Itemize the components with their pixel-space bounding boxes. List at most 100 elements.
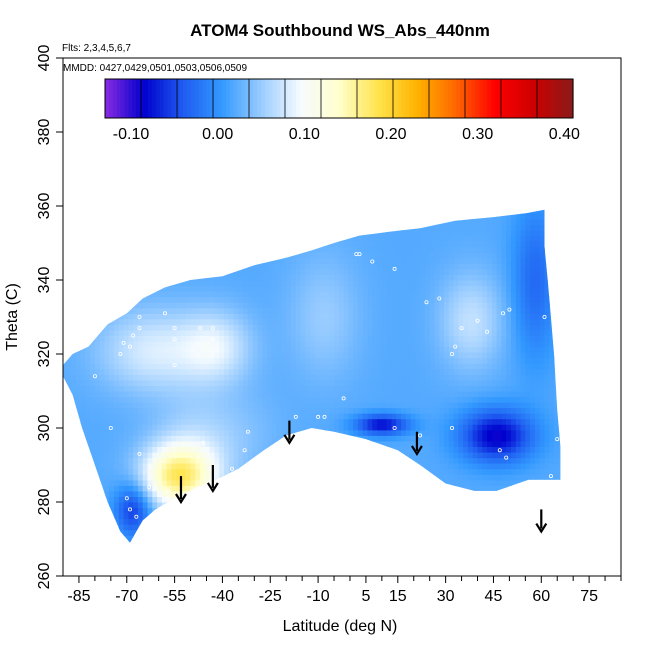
field-cell: [415, 502, 421, 509]
field-cell: [314, 341, 321, 348]
field-cell: [233, 452, 239, 459]
field-cell: [224, 213, 230, 220]
field-cell: [190, 274, 196, 281]
field-cell: [334, 246, 340, 253]
field-cell: [343, 518, 349, 525]
field-cell: [219, 418, 225, 425]
field-cell: [415, 318, 421, 325]
field-cell: [410, 407, 416, 414]
field-cell: [157, 479, 163, 486]
field-cell: [305, 341, 311, 348]
field-cell: [410, 291, 416, 298]
field-cell: [63, 209, 67, 214]
field-cell: [224, 518, 230, 525]
field-cell: [128, 324, 134, 331]
field-cell: [367, 257, 373, 264]
field-cell: [257, 440, 263, 447]
field-cell: [348, 268, 354, 275]
field-cell: [185, 252, 192, 259]
field-cell: [114, 368, 120, 375]
field-cell: [367, 318, 373, 325]
field-cell: [166, 457, 172, 464]
field-cell: [238, 446, 244, 453]
field-cell: [291, 452, 297, 459]
field-cell: [267, 518, 273, 525]
field-cell: [85, 274, 91, 281]
field-cell: [372, 209, 378, 214]
field-cell: [243, 235, 249, 242]
field-cell: [128, 313, 134, 320]
field-cell: [114, 330, 120, 336]
field-cell: [286, 346, 292, 353]
field-cell: [252, 368, 258, 375]
field-cell: [396, 291, 402, 298]
field-cell: [114, 529, 120, 536]
field-cell: [252, 524, 258, 531]
field-cell: [343, 313, 349, 320]
field-cell: [247, 452, 254, 459]
field-cell: [281, 224, 287, 231]
field-cell: [109, 529, 115, 536]
field-cell: [224, 330, 230, 336]
field-cell: [99, 513, 105, 520]
field-cell: [324, 268, 330, 275]
field-cell: [271, 291, 278, 298]
field-cell: [142, 474, 148, 481]
field-cell: [247, 224, 254, 231]
field-cell: [300, 302, 306, 309]
field-cell: [181, 374, 187, 381]
field-cell: [310, 490, 316, 497]
field-cell: [324, 302, 330, 309]
field-cell: [401, 357, 407, 364]
field-cell: [233, 209, 239, 214]
field-cell: [286, 446, 292, 453]
field-cell: [63, 385, 67, 392]
field-cell: [410, 218, 416, 225]
field-cell: [267, 413, 273, 420]
field-cell: [324, 209, 330, 214]
field-cell: [338, 280, 345, 287]
field-cell: [71, 513, 77, 520]
field-cell: [252, 346, 258, 353]
field-cell: [233, 307, 239, 314]
field-cell: [104, 424, 110, 431]
field-cell: [247, 440, 254, 447]
field-cell: [109, 418, 115, 425]
field-cell: [372, 396, 378, 403]
field-cell: [214, 307, 220, 314]
field-cell: [410, 496, 416, 503]
field-cell: [338, 424, 345, 431]
field-cell: [90, 402, 96, 409]
field-cell: [415, 313, 421, 320]
field-cell: [71, 490, 77, 497]
field-cell: [85, 524, 91, 531]
field-cell: [353, 413, 359, 420]
field-cell: [367, 507, 373, 514]
field-cell: [109, 235, 115, 242]
field-cell: [324, 540, 330, 543]
field-cell: [248, 197, 253, 203]
field-cell: [401, 302, 407, 309]
field-cell: [271, 357, 278, 364]
field-cell: [133, 352, 139, 359]
field-cell: [353, 324, 359, 331]
field-cell: [334, 468, 340, 475]
field-cell: [348, 285, 354, 292]
field-cell: [367, 352, 373, 359]
field-cell: [329, 257, 335, 264]
field-cell: [161, 424, 168, 431]
field-cell: [415, 379, 421, 386]
field-cell: [71, 291, 77, 298]
field-cell: [286, 197, 291, 203]
field-cell: [372, 391, 378, 398]
field-cell: [391, 446, 397, 453]
field-cell: [185, 346, 192, 353]
field-cell: [209, 241, 215, 248]
field-cell: [109, 241, 115, 248]
field-cell: [166, 540, 172, 543]
field-cell: [300, 507, 306, 514]
field-cell: [291, 552, 296, 558]
field-cell: [357, 490, 364, 497]
field-cell: [247, 457, 254, 464]
field-cell: [295, 263, 302, 270]
